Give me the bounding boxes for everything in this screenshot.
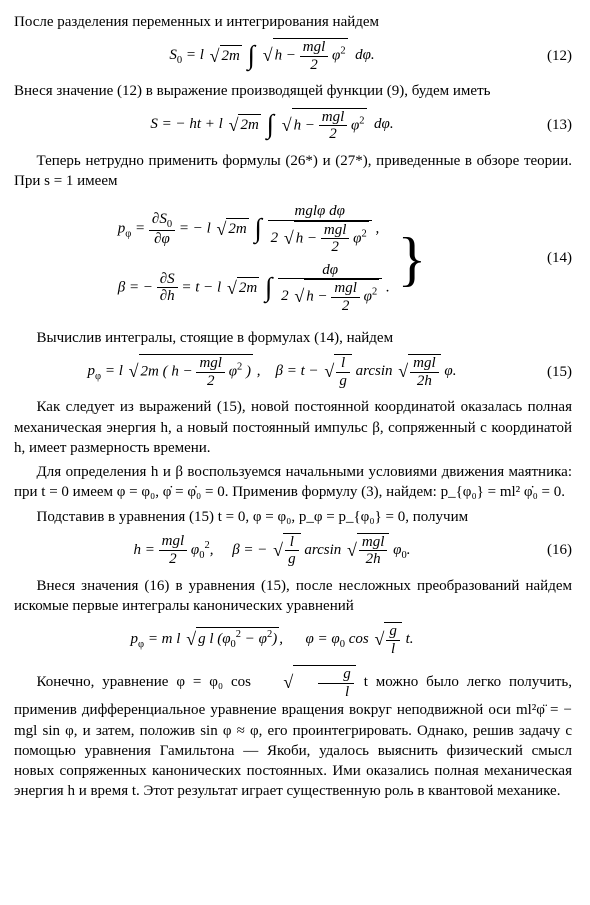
paragraph: Для определения h и β воспользуемся нача… <box>14 462 572 503</box>
paragraph: Внеся значения (16) в уравнения (15), по… <box>14 576 572 617</box>
equation-body: pφ = l 2m ( h − mgl2 φ2 ) , β = t − lg a… <box>14 354 530 389</box>
paragraph: Теперь нетрудно применить формулы (26*) … <box>14 151 572 192</box>
equation-body: S = − ht + l 2m ∫ h − mgl2 φ2 dφ. <box>14 108 530 143</box>
paragraph: Внеся значение (12) в выражение производ… <box>14 81 572 101</box>
paragraph: Подставив в уравнения (15) t = 0, φ = φ₀… <box>14 507 572 527</box>
equation-body: h = mgl2 φ02, β = − lg arcsin mgl2h φ0. <box>14 533 530 568</box>
equation-12: S0 = l 2m ∫ h − mgl2 φ2 dφ. (12) <box>14 38 572 73</box>
paragraph: Вычислив интегралы, стоящие в формулах (… <box>14 328 572 348</box>
paragraph: Как следует из выражений (15), новой пос… <box>14 397 572 458</box>
equation-16: h = mgl2 φ02, β = − lg arcsin mgl2h φ0. … <box>14 533 572 568</box>
equation-body: pφ = m l g l (φ02 − φ2) , φ = φ0 cos gl … <box>14 622 530 657</box>
equation-number: (13) <box>530 115 572 135</box>
paragraph: Конечно, уравнение φ = φ₀ cos gl t можно… <box>14 665 572 801</box>
text-span: Конечно, уравнение φ = φ₀ cos <box>37 674 259 690</box>
equation-number: (12) <box>530 46 572 66</box>
equation-body: pφ = ∂S0∂φ = − l 2m ∫ mglφ dφ 2 h − mgl2… <box>14 197 530 320</box>
equation-body: S0 = l 2m ∫ h − mgl2 φ2 dφ. <box>14 38 530 73</box>
right-brace-icon: } <box>397 232 426 286</box>
equation-number: (15) <box>530 362 572 382</box>
equation-13: S = − ht + l 2m ∫ h − mgl2 φ2 dφ. (13) <box>14 108 572 143</box>
equation-number: (14) <box>530 248 572 268</box>
paragraph: После разделения переменных и интегриров… <box>14 12 572 32</box>
equation-14: pφ = ∂S0∂φ = − l 2m ∫ mglφ dφ 2 h − mgl2… <box>14 197 572 320</box>
equation-number: (16) <box>530 540 572 560</box>
equation-15: pφ = l 2m ( h − mgl2 φ2 ) , β = t − lg a… <box>14 354 572 389</box>
equation-17: pφ = m l g l (φ02 − φ2) , φ = φ0 cos gl … <box>14 622 572 657</box>
